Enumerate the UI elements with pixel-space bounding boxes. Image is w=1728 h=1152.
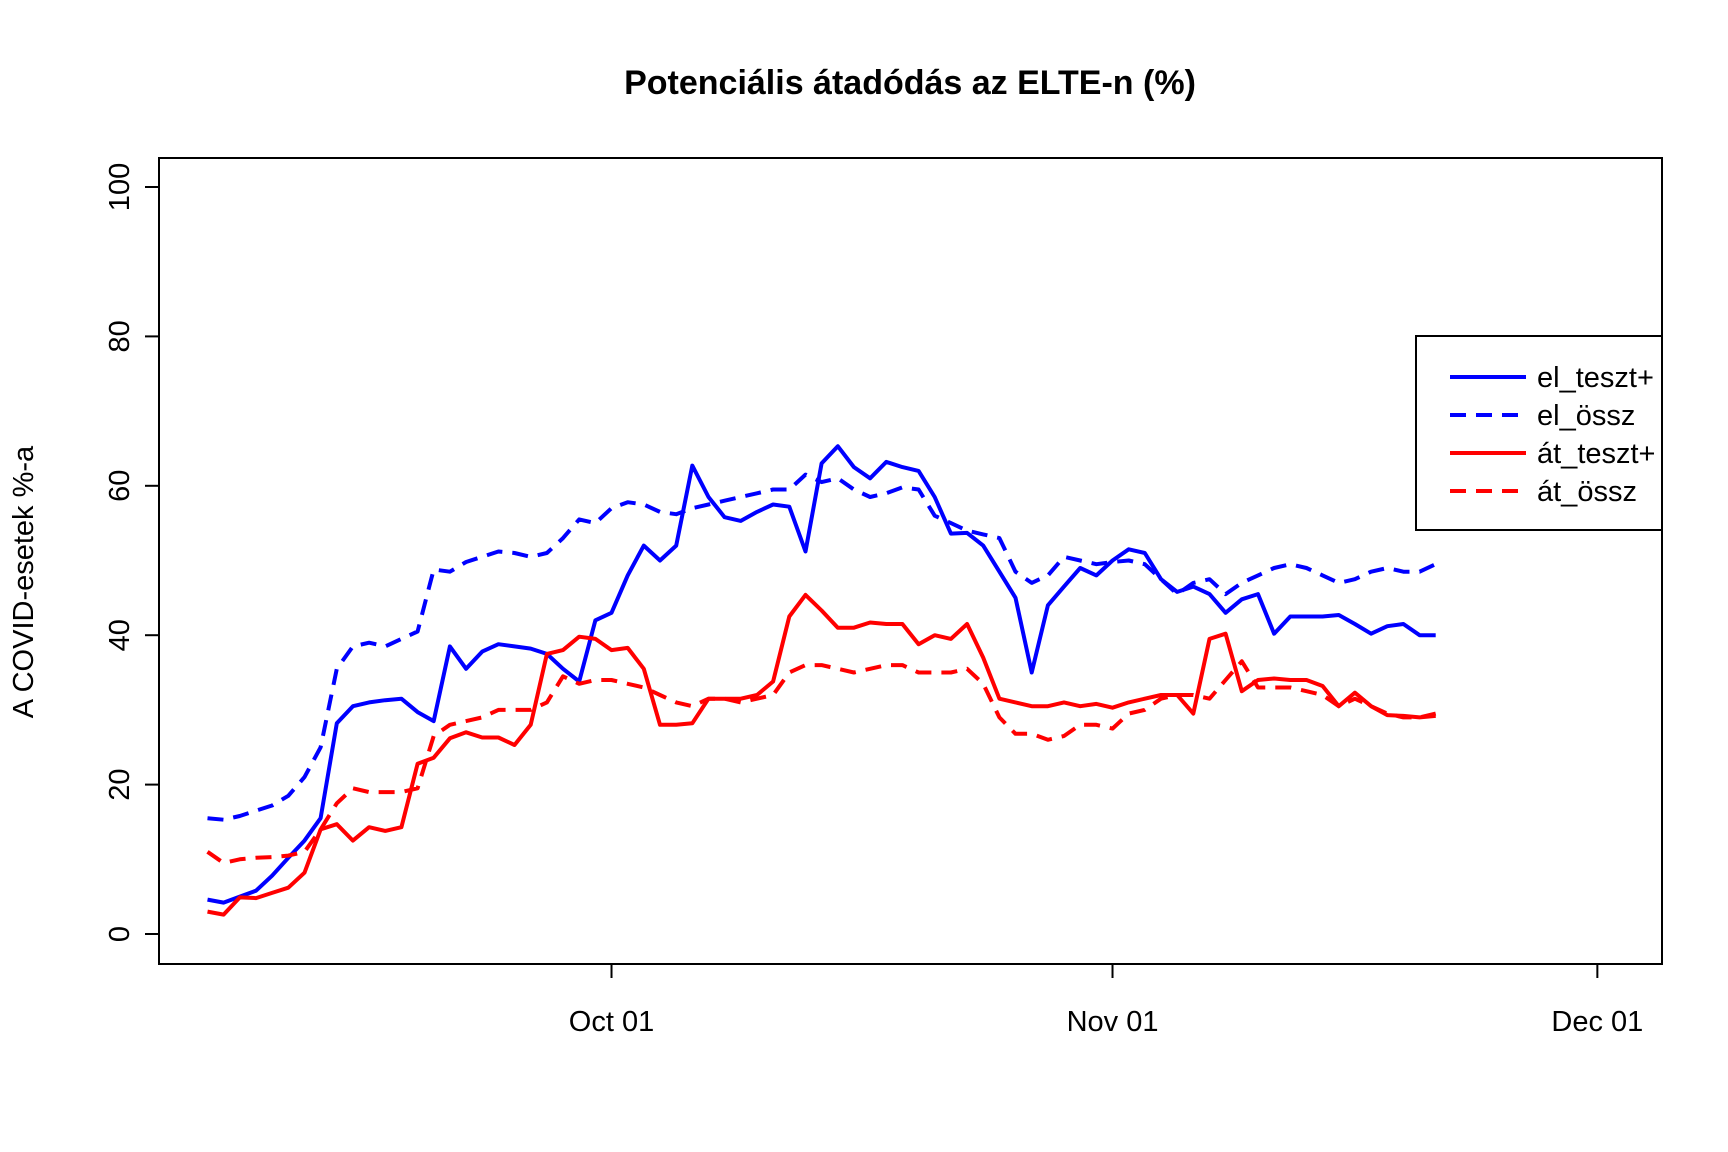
legend: el_teszt+ el_össz át_teszt+ át_össz (1415, 335, 1663, 531)
x-tick-label: Nov 01 (1067, 1006, 1159, 1038)
y-axis: 0 20 40 60 80 100 (104, 163, 160, 942)
legend-label: el_össz (1537, 400, 1635, 432)
plot-frame (158, 157, 1663, 965)
series-line-2 (207, 472, 1437, 822)
x-axis: Oct 01 Nov 01 Dec 01 (569, 963, 1643, 1038)
series-lines (206, 444, 1437, 917)
series-line-1 (207, 444, 1436, 905)
series-line-3 (207, 592, 1436, 917)
y-tick-label: 80 (104, 320, 136, 352)
series-line-4 (206, 659, 1437, 865)
legend-label: át_össz (1537, 476, 1637, 508)
legend-label: át_teszt+ (1537, 438, 1656, 470)
legend-box (1415, 335, 1663, 531)
y-axis-label: A COVID-esetek %-a (8, 445, 40, 718)
y-tick-label: 40 (104, 619, 136, 651)
y-tick-label: 0 (104, 926, 136, 942)
plot-area (158, 157, 1663, 965)
x-tick-label: Oct 01 (569, 1006, 654, 1038)
legend-label: el_teszt+ (1537, 362, 1654, 394)
y-tick-label: 20 (104, 768, 136, 800)
chart-title: Potenciális átadódás az ELTE-n (%) (624, 64, 1196, 102)
y-tick-label: 100 (104, 163, 136, 211)
y-tick-label: 60 (104, 470, 136, 502)
x-tick-label: Dec 01 (1551, 1006, 1643, 1038)
